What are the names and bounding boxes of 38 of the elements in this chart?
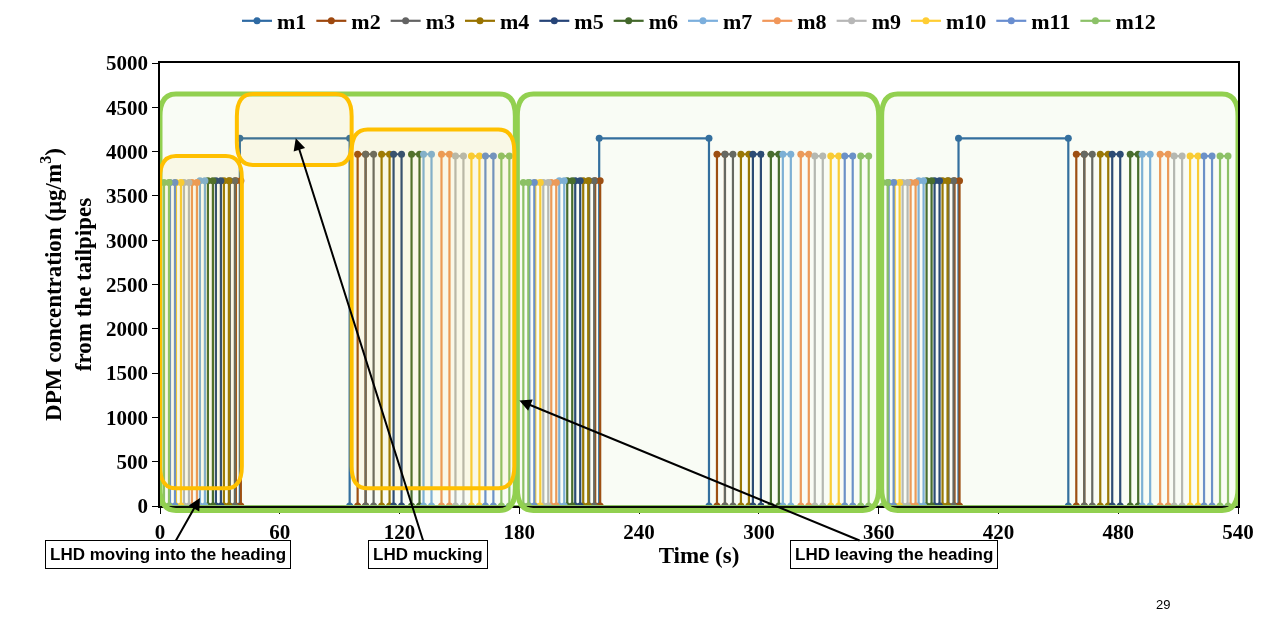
y-tick-label: 0 — [137, 494, 149, 519]
legend-label: m3 — [425, 9, 455, 35]
legend-label: m2 — [351, 9, 381, 35]
legend-label: m6 — [648, 9, 678, 35]
x-tick-label: 120 — [383, 519, 416, 544]
y-tick-label: 2000 — [106, 317, 149, 342]
annotation: LHD mucking — [373, 545, 483, 564]
legend-label: m11 — [1031, 9, 1071, 35]
legend-label: m1 — [277, 9, 307, 35]
x-tick-label: 540 — [1222, 519, 1254, 544]
y-tick-label: 1000 — [106, 405, 149, 430]
x-tick-label: 240 — [623, 519, 655, 544]
y-tick-label: 500 — [116, 450, 149, 475]
x-tick-label: 420 — [982, 519, 1015, 544]
legend-label: m7 — [722, 9, 753, 35]
x-tick-label: 0 — [154, 519, 166, 544]
annotation: LHD moving into the heading — [50, 545, 287, 564]
legend-label: m12 — [1115, 9, 1156, 35]
x-axis-title: Time (s) — [658, 543, 740, 569]
x-tick-label: 480 — [1102, 519, 1134, 544]
y-tick-label: 4500 — [106, 95, 149, 120]
legend-label: m4 — [499, 9, 530, 35]
x-tick-label: 300 — [743, 519, 775, 544]
legend-label: m8 — [797, 9, 827, 35]
y-tick-label: 5000 — [106, 51, 149, 76]
x-tick-label: 360 — [862, 519, 895, 544]
legend-label: m5 — [574, 9, 604, 35]
y-tick-label: 3500 — [106, 184, 149, 209]
annotation: LHD leaving the heading — [795, 545, 994, 564]
y-tick-label: 3000 — [106, 228, 149, 253]
y-tick-label: 2500 — [106, 272, 149, 297]
x-tick-label: 180 — [503, 519, 536, 544]
legend-label: m9 — [871, 9, 901, 35]
y-tick-label: 4000 — [106, 139, 149, 164]
text: 29 — [1156, 597, 1171, 612]
legend-label: m10 — [945, 9, 987, 35]
x-tick-label: 60 — [269, 519, 291, 544]
y-tick-label: 1500 — [106, 361, 149, 386]
